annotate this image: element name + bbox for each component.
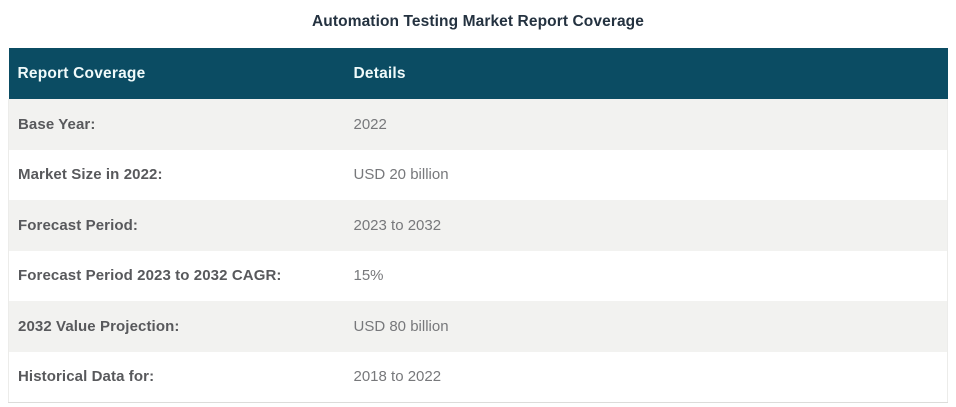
table-row: Forecast Period: 2023 to 2032	[8, 200, 948, 251]
table-header-row: Report Coverage Details	[8, 48, 948, 99]
table-body: Base Year: 2022 Market Size in 2022: USD…	[8, 99, 948, 403]
row-value: 2018 to 2022	[344, 351, 948, 403]
row-value: 2023 to 2032	[344, 200, 948, 251]
table-row: 2032 Value Projection: USD 80 billion	[8, 301, 948, 352]
row-label: Historical Data for:	[8, 351, 345, 403]
table-row: Historical Data for: 2018 to 2022	[8, 351, 948, 403]
report-coverage-table: Report Coverage Details Base Year: 2022 …	[8, 48, 948, 403]
table-header: Report Coverage Details	[8, 48, 948, 99]
row-value: 15%	[344, 250, 948, 301]
column-header-report-coverage: Report Coverage	[8, 48, 345, 99]
table-row: Forecast Period 2023 to 2032 CAGR: 15%	[8, 250, 948, 301]
row-label: Forecast Period 2023 to 2032 CAGR:	[8, 250, 345, 301]
row-value: USD 20 billion	[344, 149, 948, 200]
table-row: Base Year: 2022	[8, 99, 948, 150]
row-value: USD 80 billion	[344, 301, 948, 352]
row-label: Base Year:	[8, 99, 345, 150]
row-label: Market Size in 2022:	[8, 149, 345, 200]
page-title: Automation Testing Market Report Coverag…	[312, 13, 644, 30]
table-row: Market Size in 2022: USD 20 billion	[8, 149, 948, 200]
row-value: 2022	[344, 99, 948, 150]
column-header-details: Details	[344, 48, 948, 99]
row-label: Forecast Period:	[8, 200, 345, 251]
row-label: 2032 Value Projection:	[8, 301, 345, 352]
